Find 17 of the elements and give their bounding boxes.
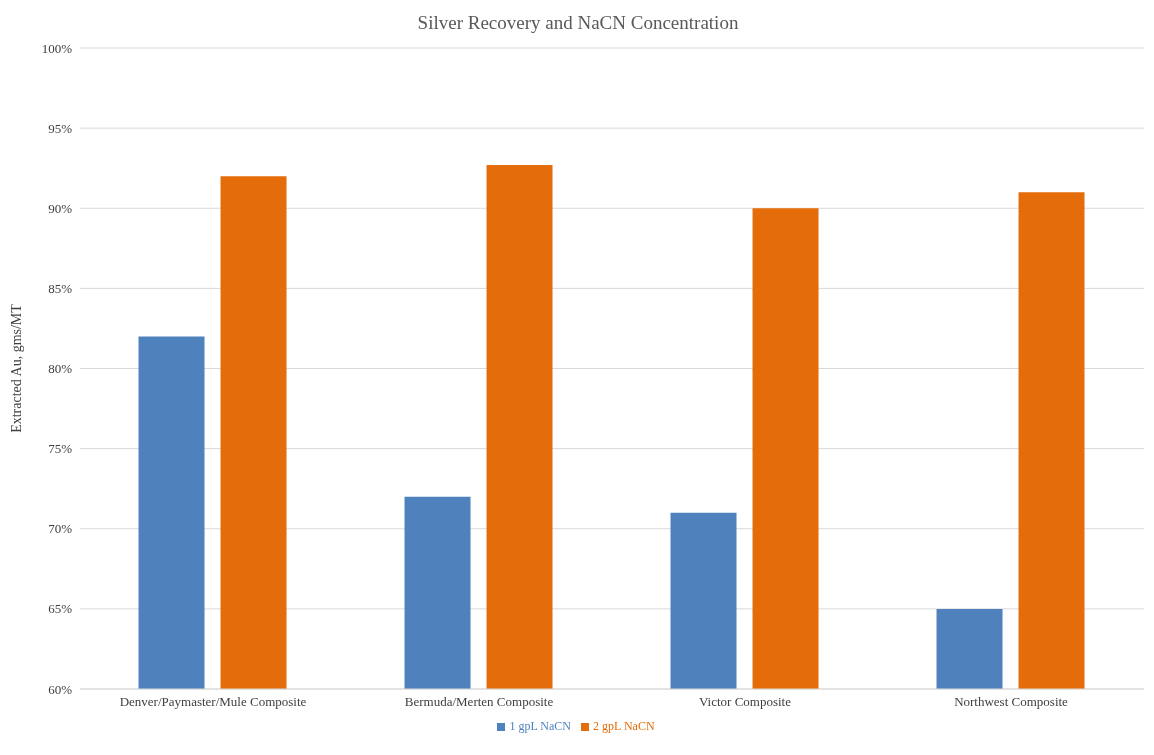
y-tick-label: 70%: [48, 521, 73, 537]
y-tick-label: 80%: [48, 361, 73, 377]
y-axis-title: Extracted Au, gms/MT: [8, 303, 24, 433]
y-tick-label: 75%: [48, 441, 73, 457]
x-tick-label: Northwest Composite: [954, 694, 1069, 710]
legend-label: 1 gpL NaCN: [509, 719, 571, 733]
y-tick-label: 60%: [48, 681, 73, 697]
chart-title: Silver Recovery and NaCN Concentration: [416, 12, 740, 35]
x-tick-label: Bermuda/Merten Composite: [404, 694, 554, 710]
x-tick-label: Victor Composite: [698, 694, 792, 710]
y-tick-label: 95%: [48, 120, 73, 136]
y-tick-label: 85%: [48, 280, 73, 296]
legend-label: 2 gpL NaCN: [593, 719, 655, 733]
y-tick-label: 100%: [41, 40, 73, 56]
y-tick-label: 65%: [48, 601, 73, 617]
y-tick-label: 90%: [48, 200, 73, 216]
x-tick-label: Denver/Paymaster/Mule Composite: [119, 694, 307, 710]
